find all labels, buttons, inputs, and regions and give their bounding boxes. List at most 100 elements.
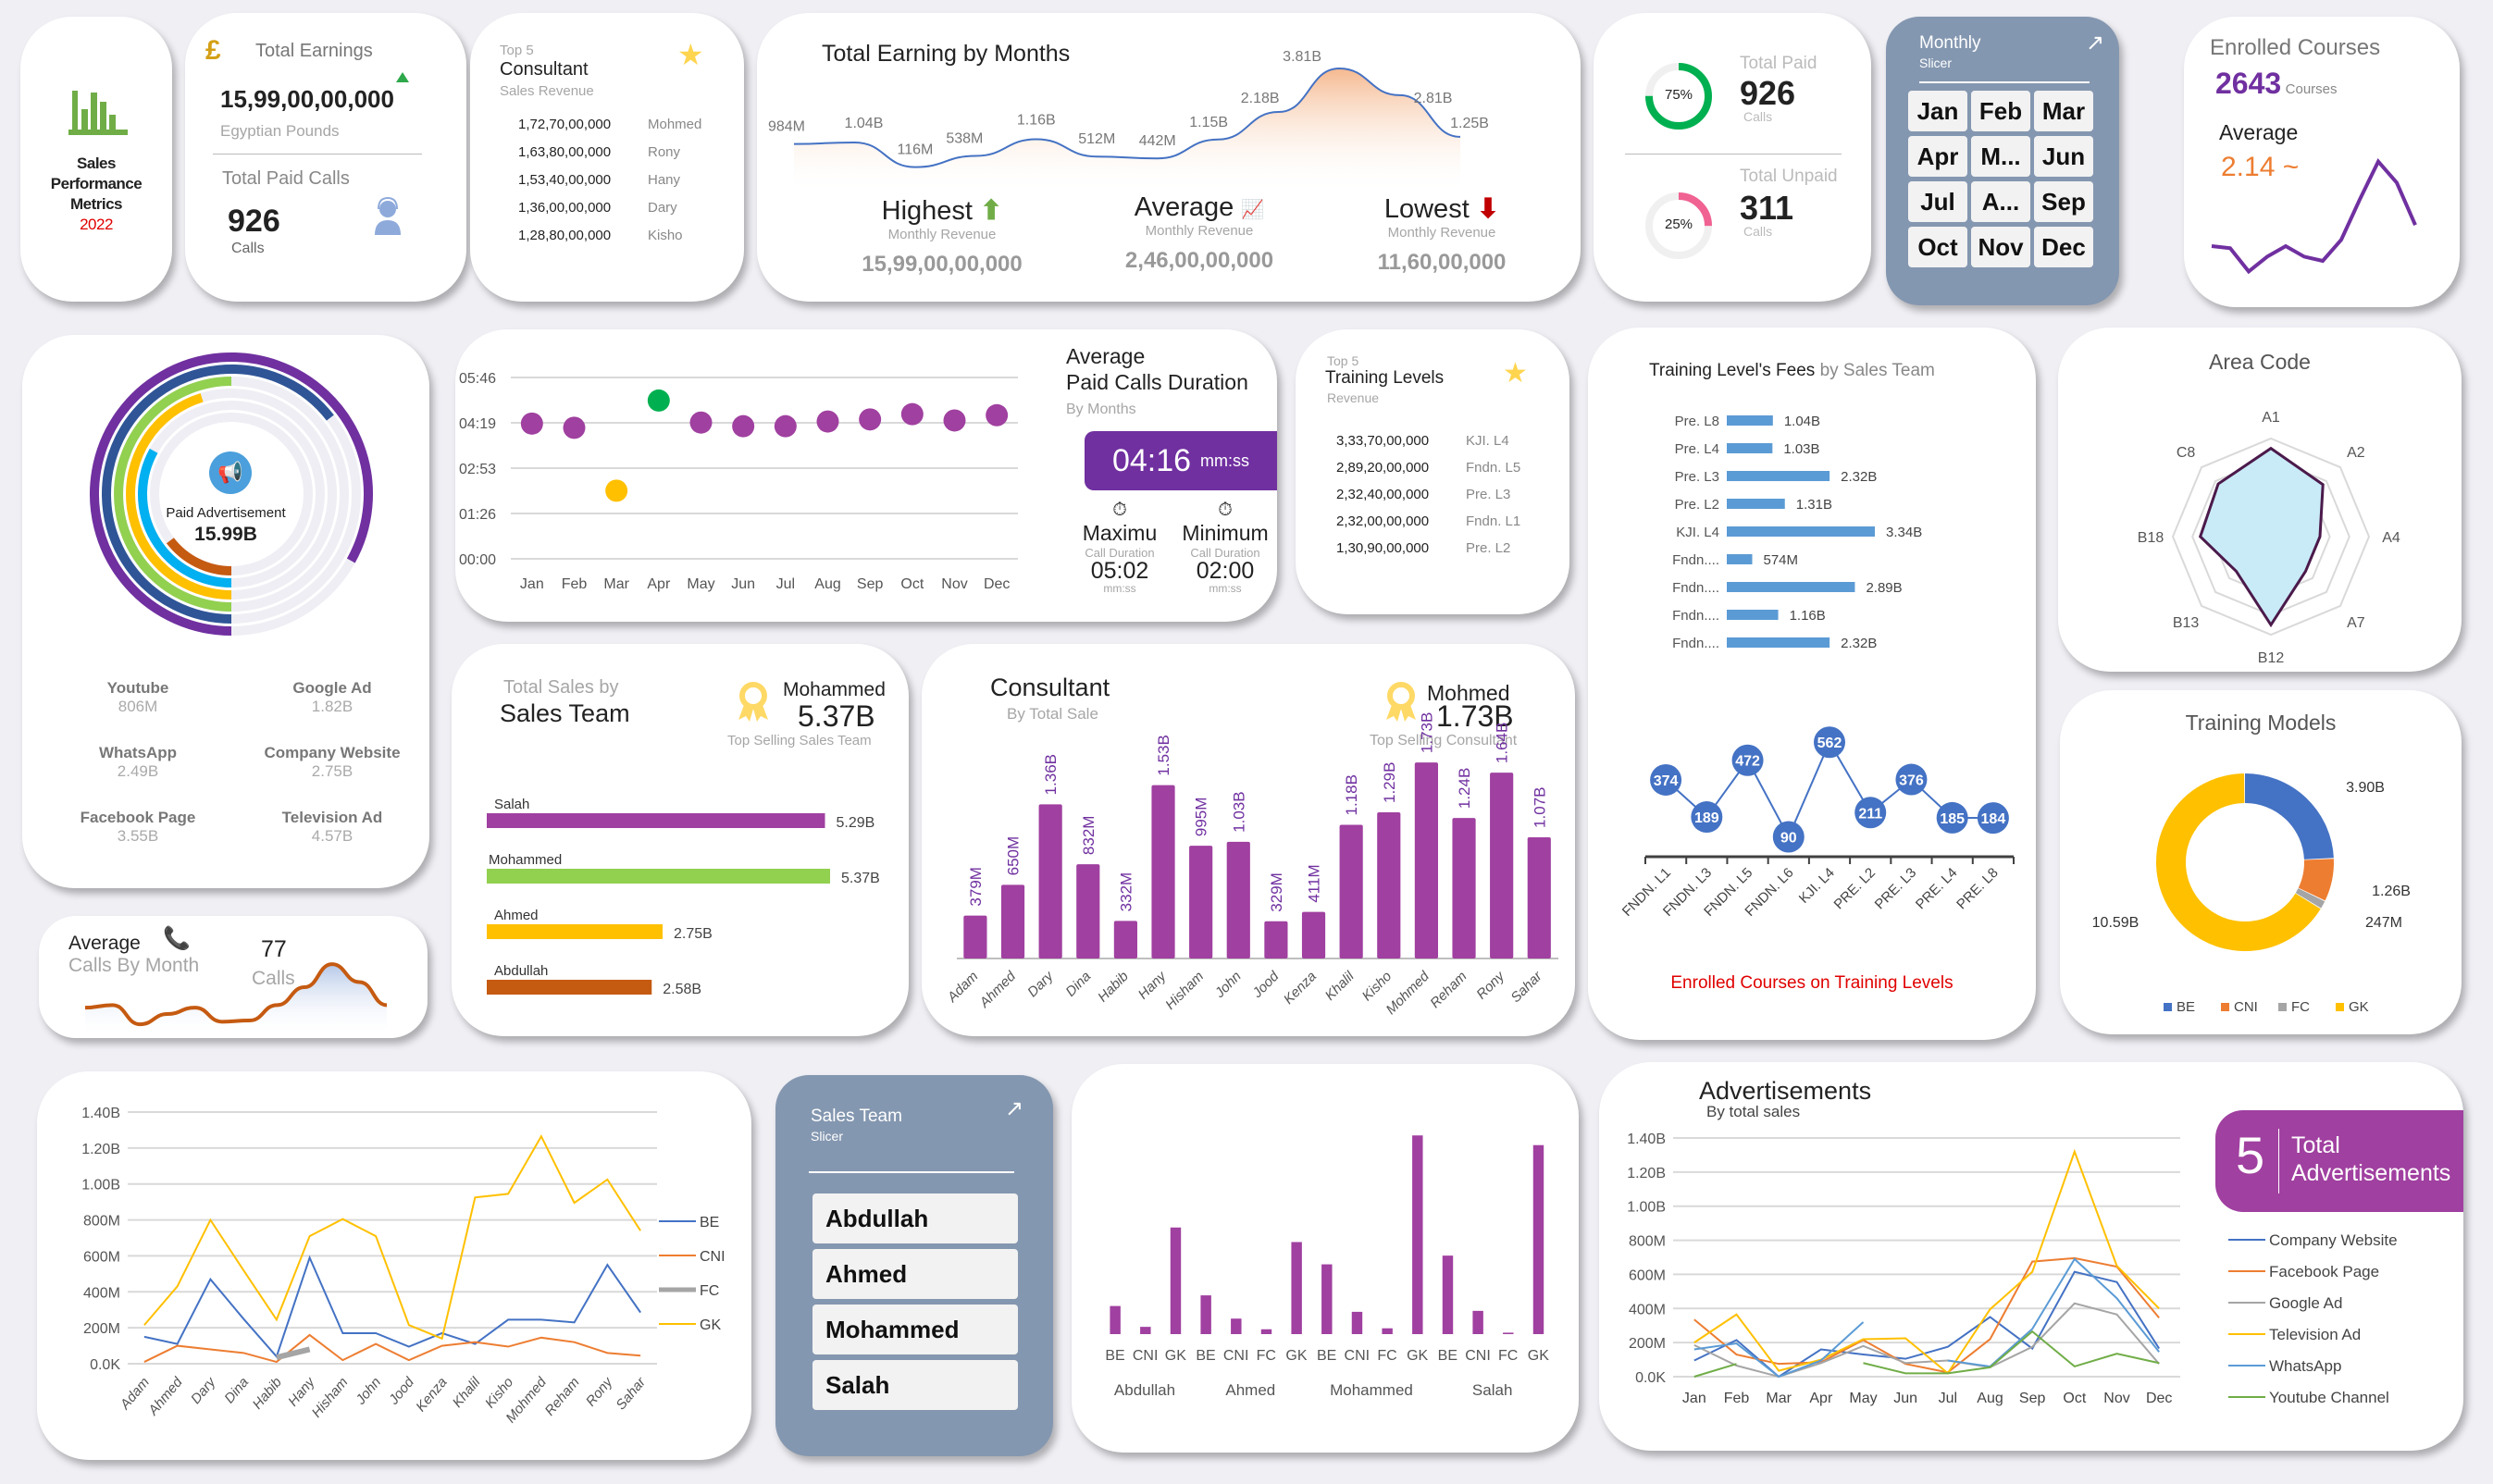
team-button-salah[interactable]: Salah bbox=[812, 1360, 1018, 1410]
bar-label: 2.58B bbox=[663, 982, 701, 997]
x-tick: Oct bbox=[900, 576, 924, 592]
month-button-a[interactable]: A... bbox=[1971, 181, 2030, 222]
earnings-card: £ Total Earnings 15,99,00,00,000 Egyptia… bbox=[185, 13, 466, 302]
paid-pct: 75% bbox=[1664, 87, 1693, 103]
bar-category: Abdullah bbox=[494, 963, 548, 979]
month-button-mar[interactable]: Mar bbox=[2034, 91, 2093, 131]
data-point bbox=[563, 416, 586, 439]
data-label: 472 bbox=[1735, 754, 1760, 770]
y-tick: 05:46 bbox=[459, 371, 496, 387]
list-item-name: Pre. L2 bbox=[1466, 540, 1511, 556]
team-button-mohammed[interactable]: Mohammed bbox=[812, 1305, 1018, 1354]
bar-label: 2.89B bbox=[1866, 580, 1902, 596]
average-label: Average bbox=[1134, 192, 1234, 222]
team-button-ahmed[interactable]: Ahmed bbox=[812, 1249, 1018, 1299]
max-duration-label: Maximu bbox=[1082, 521, 1158, 545]
min-duration-sub: Call Duration bbox=[1190, 546, 1260, 560]
expand-arrow-icon[interactable]: ↗ bbox=[1005, 1096, 1024, 1121]
enrolled-courses-card: Enrolled Courses 2643 Courses Average 2.… bbox=[2184, 17, 2460, 307]
month-button-nov[interactable]: Nov bbox=[1971, 227, 2030, 267]
min-duration-label: Minimum bbox=[1182, 521, 1269, 545]
x-tick: Apr bbox=[647, 576, 671, 592]
month-button-jun[interactable]: Jun bbox=[2034, 136, 2093, 177]
ads-title: Advertisements bbox=[1699, 1077, 1872, 1105]
data-point bbox=[1936, 801, 1968, 834]
bar bbox=[1727, 610, 1779, 620]
month-button-jul[interactable]: Jul bbox=[1908, 181, 1967, 222]
x-tick: Rony bbox=[583, 1374, 616, 1410]
divider bbox=[1919, 81, 2090, 83]
team-button-abdullah[interactable]: Abdullah bbox=[812, 1193, 1018, 1243]
bar-gk bbox=[1532, 1144, 1544, 1334]
bar-label: 411M bbox=[1306, 864, 1323, 902]
title-line-3: Metrics bbox=[69, 195, 123, 213]
paid-ads-center-label: Paid Advertisement bbox=[166, 505, 286, 521]
x-tick: Ahmed bbox=[976, 968, 1020, 1011]
total-earnings-value: 15,99,00,00,000 bbox=[220, 85, 394, 113]
month-button-sep[interactable]: Sep bbox=[2034, 181, 2093, 222]
radial-bar-google-ad bbox=[138, 448, 232, 587]
sparkline bbox=[2211, 157, 2417, 275]
month-button-jan[interactable]: Jan bbox=[1908, 91, 1967, 131]
bar bbox=[1727, 582, 1855, 592]
list-item-name: Pre. L3 bbox=[1466, 487, 1511, 502]
list-item-name: Hany bbox=[648, 172, 681, 188]
x-tick: Nov bbox=[2103, 1391, 2129, 1406]
list-item-name: Fndn. L1 bbox=[1466, 513, 1521, 529]
ads-subtitle: By total sales bbox=[1706, 1103, 1801, 1120]
y-tick: 1.40B bbox=[1627, 1132, 1666, 1147]
data-point bbox=[774, 414, 797, 438]
bar-hisham bbox=[1189, 846, 1213, 958]
bar-category: Pre. L4 bbox=[1675, 441, 1719, 457]
x-tick: Jood bbox=[1249, 968, 1283, 1001]
paid-ads-card: 📢 Paid Advertisement 15.99B Youtube 806M G… bbox=[22, 335, 429, 888]
x-tick: Jul bbox=[1939, 1391, 1957, 1406]
highest-label: Highest bbox=[881, 196, 973, 226]
avg-calls-sub: Calls By Month bbox=[68, 955, 200, 976]
expand-arrow-icon[interactable]: ↗ bbox=[2086, 31, 2105, 56]
month-button-oct[interactable]: Oct bbox=[1908, 227, 1967, 267]
legend-label: GK bbox=[2349, 999, 2369, 1015]
bar bbox=[1727, 554, 1753, 564]
data-label: 538M bbox=[946, 130, 983, 146]
up-triangle-icon bbox=[396, 72, 409, 82]
radial-bar-facebook-page bbox=[102, 365, 334, 624]
data-label: 247M bbox=[2365, 915, 2402, 931]
enrolled-value: 2643 bbox=[2215, 67, 2282, 100]
radial-bar-company-website bbox=[114, 377, 232, 612]
call-duration-card: 00:00 01:26 02:53 04:19 05:46 Jan Feb Mar Apr May… bbox=[455, 329, 1277, 622]
list-item: 1,28,80,00,000 Kisho bbox=[518, 228, 740, 246]
x-tick: Dina bbox=[221, 1375, 252, 1407]
max-duration-unit: mm:ss bbox=[1103, 582, 1136, 595]
legend-label: GK bbox=[700, 1317, 721, 1333]
bar-label: 1.36B bbox=[1042, 754, 1060, 795]
month-button-feb[interactable]: Feb bbox=[1971, 91, 2030, 131]
month-button-m[interactable]: M... bbox=[1971, 136, 2030, 177]
ad-item-value: 3.55B bbox=[117, 827, 159, 845]
top-training-card: Top 5 Training Levels Revenue ★ 3,33,70,… bbox=[1296, 329, 1569, 614]
team-models-bar-chart: BE CNI GK BE CNI FC GK BE CNI FC GK BE CNI FC GK Abdull… bbox=[1105, 1135, 1549, 1399]
data-point bbox=[1814, 726, 1845, 759]
list-item-value: 1,53,40,00,000 bbox=[518, 172, 612, 188]
legend-label: Television Ad bbox=[2269, 1326, 2361, 1343]
month-button-apr[interactable]: Apr bbox=[1908, 136, 1967, 177]
total-paid-value: 926 bbox=[1740, 74, 1796, 112]
data-label: 374 bbox=[1654, 773, 1679, 789]
area-code-title: Area Code bbox=[2209, 350, 2311, 374]
unpaid-pct: 25% bbox=[1664, 216, 1693, 232]
total-paid-calls-value: 926 bbox=[228, 204, 280, 239]
enrolled-levels-caption: Enrolled Courses on Training Levels bbox=[1670, 973, 1953, 993]
legend-label: BE bbox=[700, 1215, 719, 1230]
earning-line bbox=[793, 67, 1461, 168]
sales-team-slicer: Sales Team Slicer ↗ Abdullah Ahmed Mohamme… bbox=[775, 1075, 1053, 1456]
radar-grid bbox=[2171, 437, 2371, 637]
max-duration-sub: Call Duration bbox=[1085, 546, 1155, 560]
month-button-dec[interactable]: Dec bbox=[2034, 227, 2093, 267]
bar-gk bbox=[1412, 1135, 1423, 1334]
data-label: 184 bbox=[1981, 811, 2006, 827]
list-item-value: 1,28,80,00,000 bbox=[518, 228, 612, 243]
x-tick: Habib bbox=[250, 1375, 285, 1413]
list-item: 2,32,00,00,000 Fndn. L1 bbox=[1336, 513, 1558, 532]
top-consultants-subtitle: Sales Revenue bbox=[500, 83, 594, 99]
